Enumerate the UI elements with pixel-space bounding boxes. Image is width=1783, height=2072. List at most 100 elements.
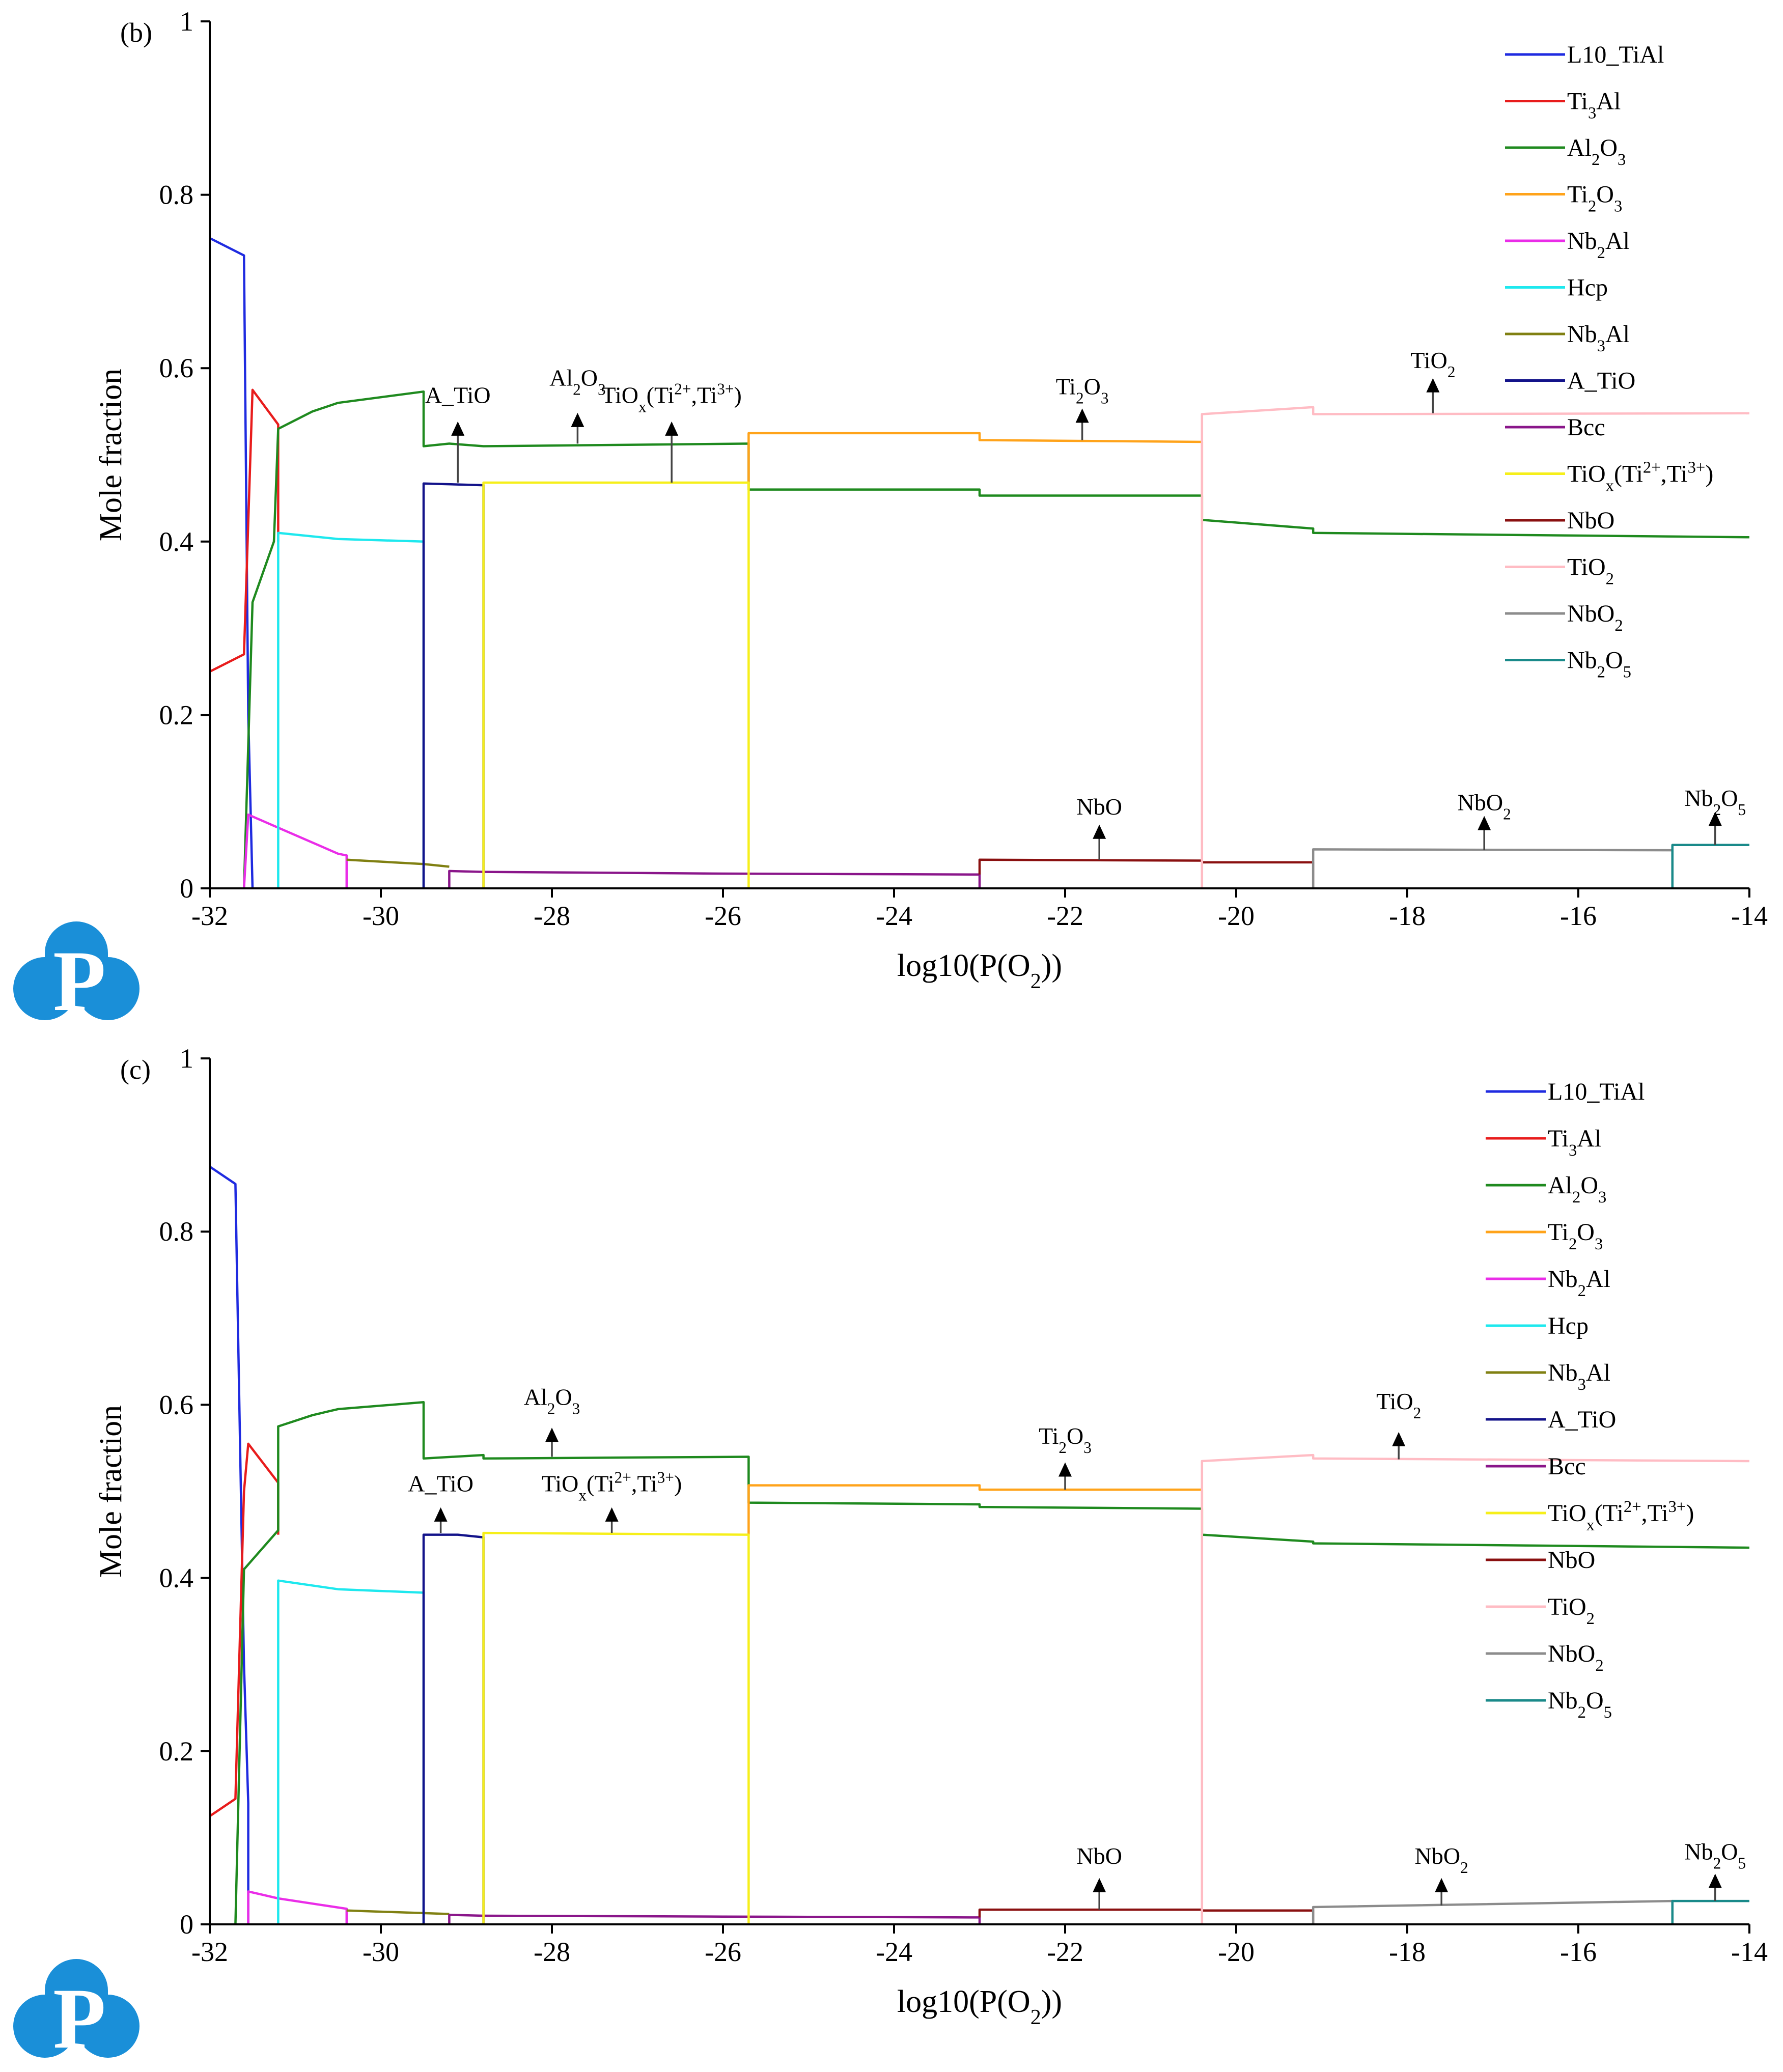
series-line-8 (448, 870, 981, 888)
series-line-3 (747, 1484, 1204, 1535)
series-line-9 (482, 1531, 750, 1924)
x-tick-label: -14 (1731, 901, 1768, 931)
arrow-up-icon (1478, 816, 1491, 830)
legend-entry: Nb3Al (1567, 321, 1630, 355)
legend-entry: A_TiO (1567, 368, 1635, 395)
y-tick-label: 1 (180, 1043, 193, 1074)
annotation-label: Al2O3 (524, 1384, 580, 1417)
x-tick-label: -18 (1389, 901, 1426, 931)
annotation: Al2O3 (549, 365, 606, 444)
y-tick-label: 0.4 (159, 526, 194, 557)
arrow-up-icon (605, 1507, 619, 1522)
legend-entry: Al2O3 (1567, 134, 1626, 169)
legend-entry: L10_TiAl (1567, 41, 1664, 68)
annotation-label: TiO2 (1376, 1388, 1421, 1422)
arrow-up-icon (665, 421, 679, 436)
legend-entry: TiO2 (1567, 554, 1614, 589)
legend-entry: NbO2 (1567, 600, 1623, 635)
annotation: TiOx(Ti2+,Ti3+) (602, 380, 742, 483)
x-tick-label: -24 (876, 901, 912, 931)
series-line-4 (242, 813, 348, 889)
legend-entry: Ti3Al (1567, 88, 1621, 123)
annotation-label: TiOx(Ti2+,Ti3+) (602, 380, 742, 415)
arrow-up-icon (1075, 408, 1089, 423)
legend-entry: Nb2O5 (1567, 647, 1631, 682)
series-line-10 (978, 858, 1315, 888)
annotation-label: NbO (1076, 794, 1122, 820)
annotation-label: Al2O3 (549, 365, 606, 398)
series-line-11 (1201, 406, 1750, 888)
x-tick-label: -20 (1218, 901, 1255, 931)
arrow-up-icon (451, 421, 465, 436)
annotation: TiOx(Ti2+,Ti3+) (542, 1468, 682, 1533)
series-line-5 (277, 1579, 425, 1924)
series-line-0 (209, 237, 254, 889)
legend-entry: L10_TiAl (1548, 1078, 1645, 1105)
x-tick-label: -22 (1047, 1937, 1083, 1967)
x-tick-label: -30 (363, 1937, 399, 1967)
y-tick-label: 0.4 (159, 1563, 194, 1593)
legend-entry: Hcp (1548, 1312, 1589, 1339)
chart-panel-c: -32 -30 -28 -26 -24 -22 -20 -18 -16 -14 0 0.2 0.4 0.6… (94, 1043, 1768, 2029)
y-tick-label: 1 (180, 6, 193, 37)
annotation: A_TiO (425, 382, 491, 483)
legend-entry: Nb2Al (1548, 1266, 1610, 1300)
annotation: NbO (1076, 1843, 1122, 1910)
arrow-up-icon (545, 1427, 559, 1442)
x-tick-label: -28 (534, 1937, 570, 1967)
annotation-label: A_TiO (425, 382, 491, 408)
x-axis-title: log10(P(O2)) (897, 948, 1062, 993)
legend: L10_TiAl Ti3Al Al2O3 Ti2O3 Nb2Al Hcp Nb3Al A_Ti… (1505, 41, 1713, 682)
legend-entry: Ti3Al (1548, 1125, 1601, 1160)
logo-icon: P (13, 921, 140, 1029)
x-tick-label: -18 (1389, 1937, 1426, 1967)
annotation: NbO (1076, 794, 1122, 860)
x-tick-label: -16 (1560, 901, 1597, 931)
logo-icon: P (13, 1959, 140, 2066)
series-line-8 (448, 1914, 981, 1924)
y-tick-label: 0.6 (159, 1389, 194, 1420)
annotation-label: NbO (1076, 1843, 1122, 1869)
series-line-7 (422, 1533, 485, 1924)
series-line-12 (1312, 848, 1674, 888)
x-tick-label: -14 (1731, 1937, 1768, 1967)
y-axis-title: Mole fraction (94, 1405, 128, 1578)
series-line-1 (209, 388, 280, 673)
annotation: TiO2 (1410, 347, 1455, 413)
legend-entry: Bcc (1548, 1453, 1586, 1480)
arrow-up-icon (1093, 1878, 1106, 1892)
panel-label: (b) (120, 17, 152, 48)
x-tick-label: -26 (705, 1937, 741, 1967)
y-tick-label: 0.8 (159, 180, 194, 210)
annotation: Ti2O3 (1039, 1423, 1092, 1490)
legend-entry: Nb2O5 (1548, 1687, 1612, 1722)
legend-entry: TiOx(Ti2+,Ti3+) (1548, 1498, 1694, 1534)
x-tick-label: -20 (1218, 1937, 1255, 1967)
y-tick-label: 0 (180, 1909, 193, 1940)
arrow-up-icon (1093, 824, 1106, 839)
legend-entry: Hcp (1567, 274, 1608, 301)
arrow-up-icon (1708, 811, 1722, 826)
series-line-7 (422, 482, 485, 888)
y-tick-label: 0 (180, 873, 193, 904)
annotation-label: NbO2 (1458, 790, 1511, 823)
annotation: Nb2O5 (1684, 785, 1746, 845)
arrow-up-icon (1435, 1878, 1448, 1892)
series-line-5 (277, 531, 425, 888)
annotation: TiO2 (1376, 1388, 1421, 1460)
y-tick-label: 0.2 (159, 699, 194, 730)
series-line-12 (1312, 1899, 1674, 1924)
legend-entry: NbO (1548, 1547, 1595, 1574)
series-line-6 (346, 858, 450, 868)
x-axis-title: log10(P(O2)) (897, 1984, 1062, 2029)
legend-entry: Ti2O3 (1548, 1219, 1603, 1253)
legend-entry: Nb3Al (1548, 1359, 1610, 1394)
x-tick-label: -16 (1560, 1937, 1597, 1967)
annotation-label: NbO2 (1415, 1843, 1468, 1877)
arrow-up-icon (1426, 378, 1440, 393)
x-tick-label: -30 (363, 901, 399, 931)
annotation: Ti2O3 (1056, 373, 1108, 440)
annotation-label: TiOx(Ti2+,Ti3+) (542, 1468, 682, 1504)
logo-letter: P (53, 1971, 106, 2066)
logo-letter: P (53, 933, 106, 1029)
